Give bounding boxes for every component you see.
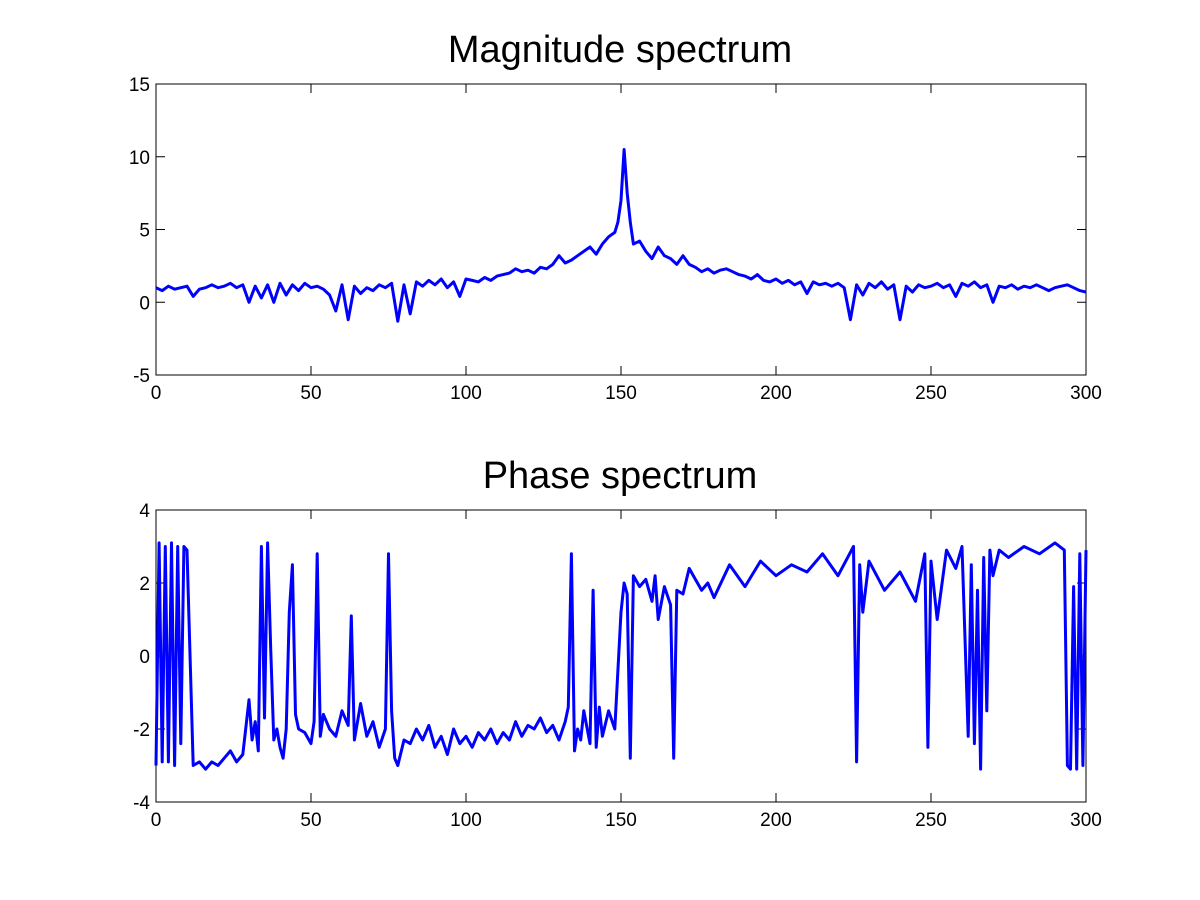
- y-tick-label: 2: [139, 574, 150, 595]
- series-line: [154, 541, 1088, 771]
- series-line: [155, 148, 1087, 323]
- x-tick-label: 300: [1070, 383, 1102, 404]
- subplot-magnitude: Magnitude spectrum 0 50 100 150 200 250 300-50…: [129, 29, 1102, 404]
- y-tick-label: 15: [129, 75, 150, 96]
- y-tick-label: 10: [129, 148, 150, 169]
- x-tick-label: 250: [915, 383, 947, 404]
- subplot-phase: Phase spectrum 0 50 100 150 200 250 300 -4 -2 0 2 4: [133, 455, 1102, 831]
- x-tick-label: 200: [760, 383, 792, 404]
- chart-title: Phase spectrum: [483, 455, 758, 497]
- axes-box: [155, 509, 1087, 803]
- y-tick-label: 4: [139, 501, 150, 522]
- y-tick-label: 5: [139, 221, 150, 242]
- tick-labels: 0 50 100 150 200 250 300 -4 -2 0 2 4: [133, 501, 1102, 831]
- x-tick-label: 300: [1070, 810, 1102, 831]
- x-tick-label: 100: [450, 810, 482, 831]
- tick-marks: [155, 83, 1087, 376]
- y-tick-label: -2: [133, 720, 150, 741]
- x-tick-label: 150: [605, 383, 637, 404]
- y-tick-label: -4: [133, 793, 150, 814]
- chart-title: Magnitude spectrum: [448, 29, 792, 71]
- y-tick-label: 0: [139, 293, 150, 314]
- x-tick-label: 200: [760, 810, 792, 831]
- x-tick-label: 0: [151, 810, 162, 831]
- x-tick-label: 50: [300, 810, 321, 831]
- x-tick-label: 0: [151, 383, 162, 404]
- y-tick-label: 0: [139, 647, 150, 668]
- x-tick-label: 250: [915, 810, 947, 831]
- x-tick-label: 150: [605, 810, 637, 831]
- axes-box: [155, 83, 1087, 376]
- x-tick-label: 50: [300, 383, 321, 404]
- y-tick-label: -5: [133, 366, 150, 387]
- x-tick-label: 100: [450, 383, 482, 404]
